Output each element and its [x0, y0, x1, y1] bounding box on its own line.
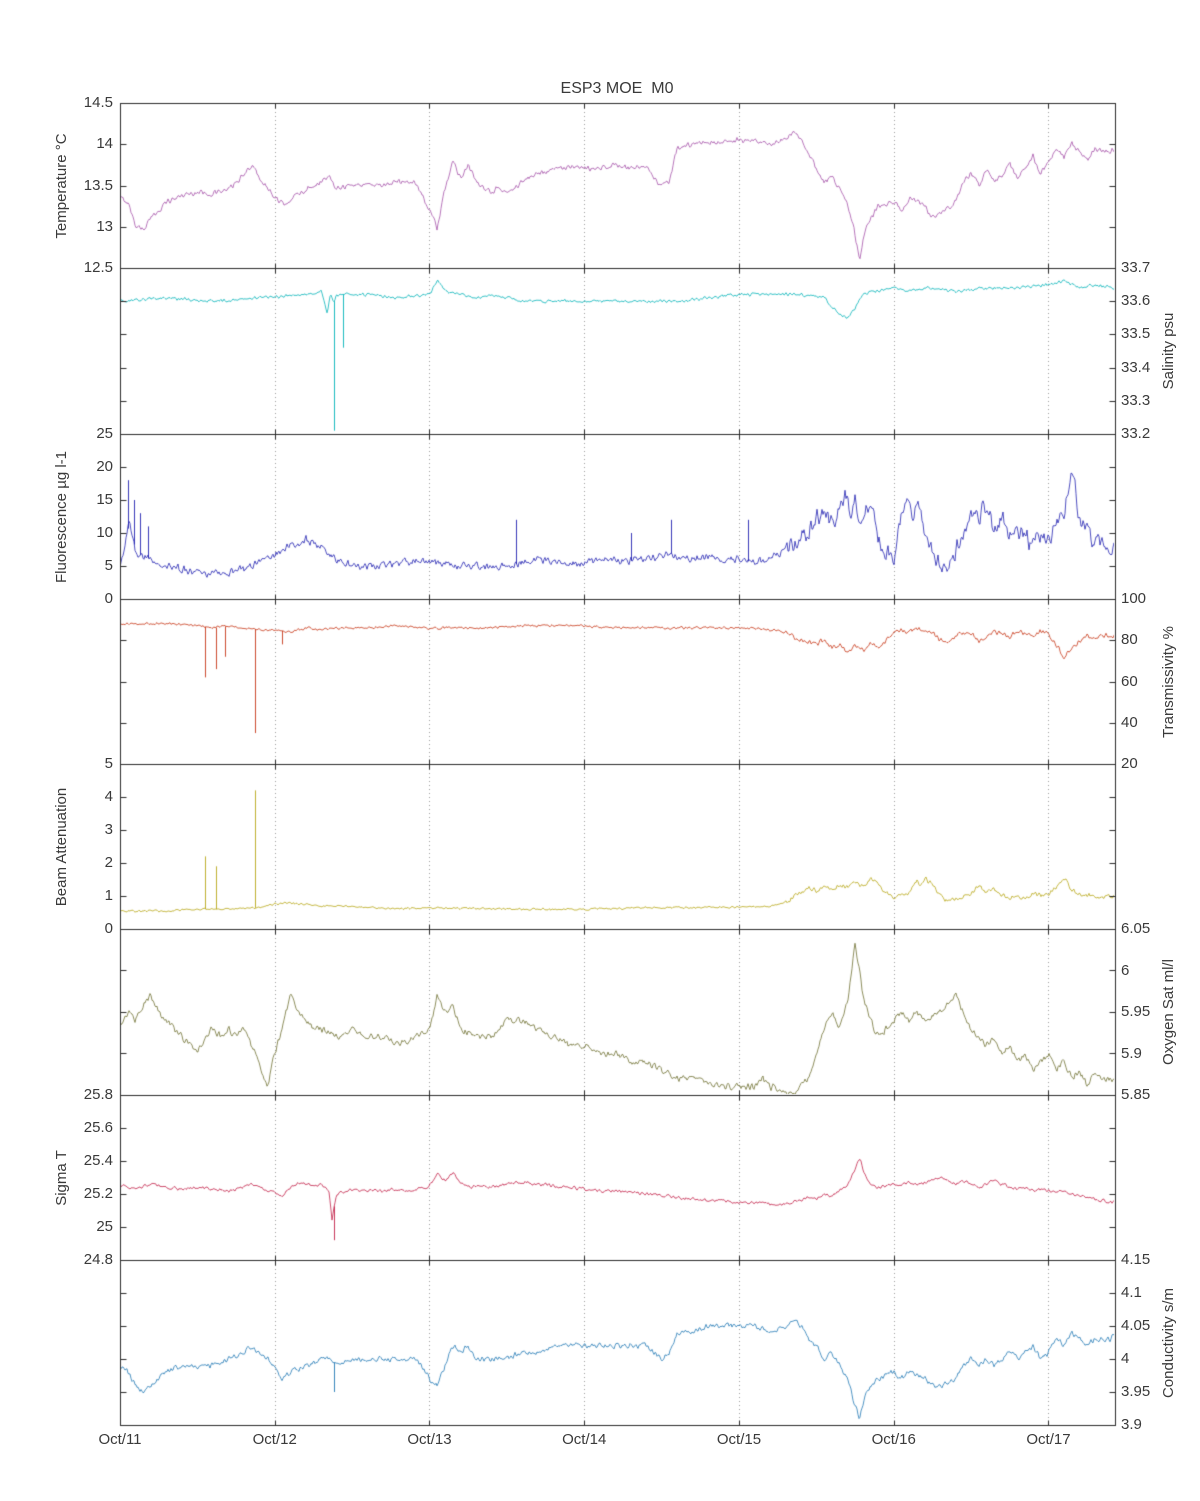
xtick-label: Oct/16	[871, 1431, 916, 1448]
ytick-label-oxygen: 5.95	[1121, 1003, 1151, 1020]
ytick-label-fluorescence: 5	[104, 557, 113, 574]
ytick-label-beam-attenuation: 5	[104, 755, 113, 772]
ytick-label-transmissivity: 20	[1121, 755, 1138, 772]
ytick-label-temperature: 14	[96, 135, 113, 153]
ytick-label-sigma-t: 24.8	[83, 1251, 113, 1268]
ytick-label-salinity: 33.6	[1121, 292, 1151, 310]
xtick-label: Oct/17	[1026, 1431, 1071, 1448]
ytick-label-salinity: 33.3	[1121, 391, 1151, 409]
ytick-label-beam-attenuation: 3	[104, 821, 113, 838]
ytick-label-temperature: 13	[96, 217, 113, 235]
ytick-label-salinity: 33.7	[1121, 259, 1151, 276]
ytick-label-oxygen: 6	[1121, 961, 1130, 979]
ytick-label-salinity: 33.5	[1121, 325, 1151, 343]
ytick-label-fluorescence: 25	[96, 425, 113, 442]
axis-label-oxygen: Oxygen Sat ml/l	[1160, 959, 1177, 1065]
ytick-label-temperature: 13.5	[83, 176, 113, 194]
ytick-label-temperature: 12.5	[83, 259, 113, 276]
xtick-label: Oct/14	[562, 1431, 607, 1448]
ytick-label-salinity: 33.2	[1121, 425, 1151, 442]
axis-label-fluorescence: Fluorescence µg l-1	[53, 450, 70, 583]
axis-label-temperature: Temperature °C	[53, 132, 70, 239]
ytick-label-beam-attenuation: 4	[104, 788, 113, 805]
ytick-label-fluorescence: 10	[96, 524, 113, 541]
axis-label-sigma-t: Sigma T	[53, 1149, 70, 1206]
ytick-label-conductivity: 3.95	[1121, 1383, 1151, 1400]
ytick-label-beam-attenuation: 0	[104, 920, 113, 937]
axis-label-salinity: Salinity psu	[1160, 312, 1177, 390]
ytick-label-conductivity: 4.1	[1121, 1284, 1142, 1301]
ytick-label-conductivity: 4.05	[1121, 1317, 1151, 1334]
axis-label-beam-attenuation: Beam Attenuation	[53, 787, 70, 906]
xtick-label: Oct/13	[407, 1431, 452, 1448]
ytick-label-fluorescence: 20	[96, 458, 113, 475]
ytick-label-sigma-t: 25.2	[83, 1185, 113, 1202]
axis-label-transmissivity: Transmissivity %	[1160, 625, 1177, 738]
ytick-label-oxygen: 6.05	[1121, 920, 1151, 937]
xtick-label: Oct/11	[98, 1431, 142, 1448]
ytick-label-beam-attenuation: 1	[104, 887, 113, 904]
xtick-label: Oct/12	[252, 1431, 297, 1448]
ytick-label-sigma-t: 25.4	[83, 1152, 113, 1169]
ytick-label-sigma-t: 25.8	[83, 1086, 113, 1103]
ytick-label-sigma-t: 25.6	[83, 1119, 113, 1136]
ytick-label-beam-attenuation: 2	[104, 854, 113, 871]
ytick-label-transmissivity: 80	[1121, 631, 1138, 649]
ytick-label-conductivity: 4.15	[1121, 1251, 1151, 1268]
ytick-label-salinity: 33.4	[1121, 358, 1151, 376]
ytick-label-fluorescence: 15	[96, 491, 113, 508]
chart-title: ESP3 MOE M0	[560, 80, 674, 97]
axis-label-conductivity: Conductivity s/m	[1160, 1287, 1177, 1398]
ytick-label-transmissivity: 60	[1121, 672, 1138, 690]
ytick-label-conductivity: 4	[1121, 1350, 1130, 1367]
ytick-label-transmissivity: 40	[1121, 713, 1138, 731]
ytick-label-oxygen: 5.85	[1121, 1086, 1151, 1103]
ytick-label-sigma-t: 25	[96, 1218, 113, 1235]
ytick-label-temperature: 14.5	[83, 94, 113, 111]
ytick-label-fluorescence: 0	[104, 590, 113, 607]
xtick-label: Oct/15	[716, 1431, 762, 1448]
ytick-label-oxygen: 5.9	[1121, 1044, 1142, 1062]
ytick-label-transmissivity: 100	[1121, 590, 1147, 607]
ytick-label-conductivity: 3.9	[1121, 1416, 1142, 1433]
